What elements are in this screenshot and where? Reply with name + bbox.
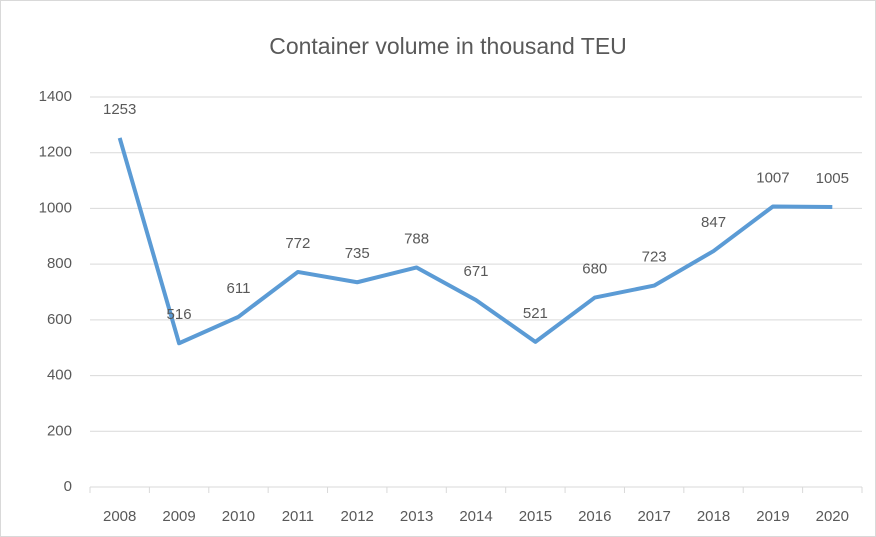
data-label: 723	[642, 249, 667, 266]
data-label: 671	[463, 263, 488, 280]
x-tick-label: 2018	[697, 508, 730, 525]
y-tick-label: 400	[47, 367, 72, 384]
data-label: 847	[701, 214, 726, 231]
x-tick-label: 2010	[222, 508, 255, 525]
data-label: 521	[523, 305, 548, 322]
x-tick-label: 2019	[756, 508, 789, 525]
data-line	[117, 137, 833, 346]
x-tick-label: 2009	[162, 508, 195, 525]
data-label: 735	[345, 245, 370, 262]
x-tick-label: 2011	[282, 508, 314, 525]
data-label: 772	[285, 235, 310, 252]
data-label: 1005	[816, 170, 849, 187]
y-tick-label: 1000	[39, 199, 72, 216]
y-tick-label: 200	[47, 422, 72, 439]
y-tick-label: 1400	[39, 88, 72, 105]
y-tick-label: 600	[47, 311, 72, 328]
chart-title: Container volume in thousand TEU	[269, 33, 627, 59]
x-tick-label: 2016	[578, 508, 611, 525]
x-tick-label: 2008	[103, 508, 136, 525]
y-tick-label: 1200	[39, 144, 72, 161]
data-label: 611	[227, 280, 251, 297]
data-label: 788	[404, 230, 429, 247]
x-tick-label: 2014	[459, 508, 492, 525]
x-tick-label: 2013	[400, 508, 433, 525]
y-tick-label: 800	[47, 255, 72, 272]
data-label: 680	[582, 261, 607, 278]
data-label: 516	[167, 306, 192, 323]
data-label: 1007	[756, 169, 789, 186]
x-tick-label: 2012	[341, 508, 374, 525]
x-tick-label: 2020	[816, 508, 849, 525]
x-tick-label: 2017	[637, 508, 670, 525]
y-tick-label: 0	[64, 478, 72, 495]
data-label: 1253	[103, 101, 136, 118]
x-tick-label: 2015	[519, 508, 552, 525]
